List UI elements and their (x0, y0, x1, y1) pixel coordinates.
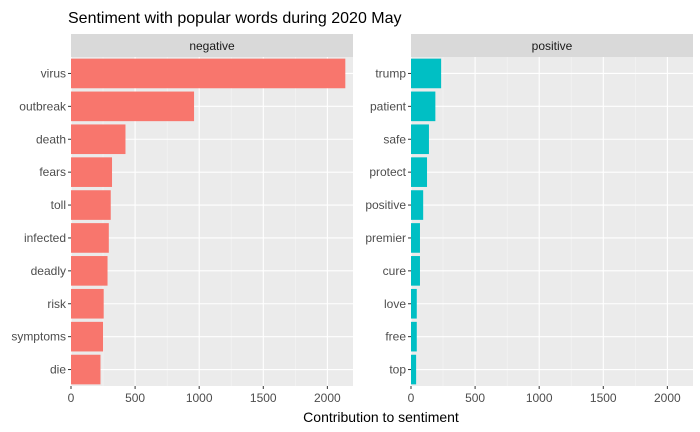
bar-negative-die (71, 354, 101, 385)
x-tick-label: 1000 (186, 391, 213, 405)
bar-positive-protect (411, 157, 428, 187)
x-tick-label: 1500 (250, 391, 277, 405)
x-axis-title: Contribution to sentiment (303, 409, 459, 425)
bar-positive-patient (411, 91, 436, 122)
y-tick-label-deadly: deadly (31, 264, 66, 278)
bar-positive-premier (411, 223, 420, 253)
bar-negative-fears (71, 157, 113, 187)
bar-positive-free (411, 321, 417, 352)
x-tick-label: 1000 (526, 391, 553, 405)
y-tick-label-risk: risk (47, 297, 67, 311)
x-tick-label: 2000 (654, 391, 681, 405)
y-tick-label-trump: trump (375, 66, 406, 80)
x-tick-label: 1500 (590, 391, 617, 405)
y-tick-label-symptoms: symptoms (11, 330, 66, 344)
facet-strip-positive (411, 34, 693, 57)
bar-negative-symptoms (71, 321, 104, 352)
y-tick-label-toll: toll (51, 198, 66, 212)
bar-negative-virus (71, 58, 346, 89)
y-tick-label-premier: premier (365, 231, 406, 245)
facet-strip-negative (71, 34, 353, 57)
x-tick-label: 500 (465, 391, 485, 405)
bar-negative-risk (71, 288, 104, 319)
panel-background-positive (411, 57, 693, 386)
chart-title: Sentiment with popular words during 2020… (68, 10, 402, 27)
y-tick-label-free: free (385, 330, 406, 344)
bar-positive-positive (411, 190, 424, 220)
bar-negative-death (71, 124, 126, 155)
y-tick-label-love: love (384, 297, 406, 311)
y-tick-label-protect: protect (369, 165, 406, 179)
y-tick-label-cure: cure (383, 264, 407, 278)
x-tick-label: 0 (408, 391, 415, 405)
x-tick-label: 0 (68, 391, 75, 405)
bar-positive-safe (411, 124, 429, 155)
y-tick-label-fears: fears (39, 165, 66, 179)
bar-positive-love (411, 288, 417, 319)
bar-negative-deadly (71, 256, 108, 286)
bar-positive-trump (411, 58, 442, 89)
y-tick-label-safe: safe (383, 132, 406, 146)
y-tick-label-positive: positive (365, 198, 406, 212)
facet-label-positive: positive (532, 39, 573, 53)
bar-negative-infected (71, 223, 109, 253)
y-tick-label-virus: virus (41, 66, 66, 80)
bar-positive-top (411, 354, 417, 385)
y-tick-label-outbreak: outbreak (19, 99, 67, 113)
y-tick-label-top: top (389, 363, 406, 377)
y-tick-label-infected: infected (24, 231, 66, 245)
y-tick-label-death: death (36, 132, 66, 146)
bar-negative-toll (71, 190, 111, 220)
facet-label-negative: negative (189, 39, 235, 53)
y-tick-label-patient: patient (370, 99, 407, 113)
bar-negative-outbreak (71, 91, 195, 122)
x-tick-label: 500 (125, 391, 145, 405)
bar-positive-cure (411, 256, 420, 286)
x-tick-label: 2000 (314, 391, 341, 405)
y-tick-label-die: die (50, 363, 66, 377)
